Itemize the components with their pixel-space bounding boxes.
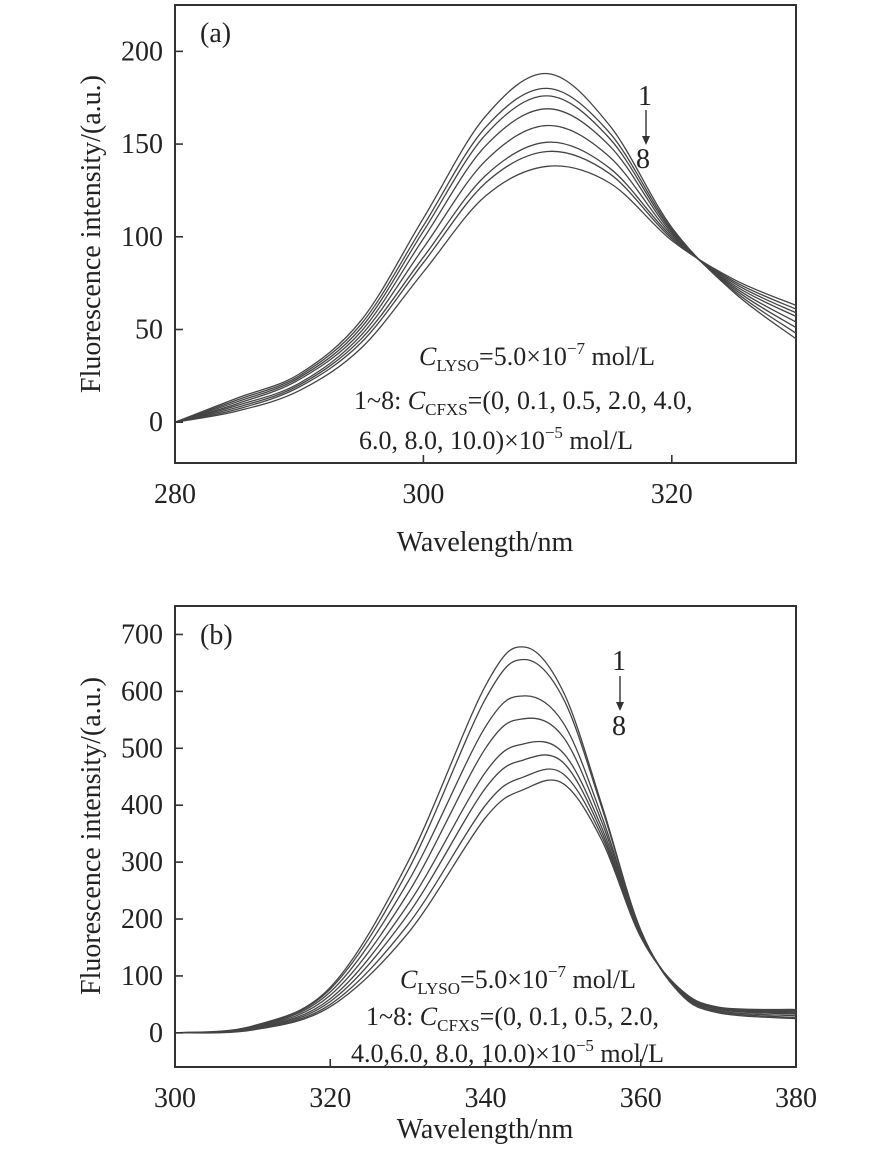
y-tick-label: 100 (121, 222, 163, 253)
curve-a-7 (174, 150, 797, 423)
x-axis-label-a: Wavelength/nm (397, 527, 574, 558)
annotation-line2-a: 1~8: CCFXS=(0, 0.1, 0.5, 2.0, 4.0, (354, 386, 693, 419)
curve-a-4 (174, 108, 797, 423)
y-tick-label: 700 (121, 619, 163, 650)
x-tick-label: 380 (775, 1083, 817, 1114)
y-ticks-b: 0 100 200 300 400 500 600 700 (121, 619, 183, 1049)
x-tick-label: 300 (154, 1083, 196, 1114)
y-tick-label: 600 (121, 676, 163, 707)
x-tick-label: 320 (309, 1083, 351, 1114)
y-tick-label: 150 (121, 129, 163, 160)
y-tick-label: 400 (121, 790, 163, 821)
x-ticks-a: 280 300 320 (154, 455, 693, 510)
x-tick-label: 320 (651, 479, 693, 510)
x-axis-label-b: Wavelength/nm (397, 1114, 574, 1145)
curve-a-8 (174, 165, 797, 423)
x-tick-label: 360 (620, 1083, 662, 1114)
curves-b (174, 646, 797, 1034)
y-tick-label: 0 (149, 407, 163, 438)
y-tick-label: 50 (135, 314, 163, 345)
curve-a-2 (174, 87, 797, 423)
curves-a (174, 72, 797, 423)
series-order-arrowhead-a (642, 136, 650, 145)
x-tick-label: 300 (402, 479, 444, 510)
series-label-bottom-a: 8 (636, 144, 650, 175)
panel-label-a: (a) (200, 18, 231, 49)
x-tick-label: 340 (465, 1083, 507, 1114)
y-axis-label-b: Fluorescence intensity/(a.u.) (76, 677, 107, 995)
curve-b-1 (174, 646, 797, 1034)
plot-frame-b (174, 605, 797, 1068)
series-label-top-a: 1 (638, 81, 652, 112)
annotation-line3-a: 6.0, 8.0, 10.0)×10−5 mol/L (359, 423, 633, 455)
curve-a-5 (174, 124, 797, 423)
annotation-line1-a: CLYSO=5.0×10−7 mol/L (419, 339, 655, 375)
x-tick-label: 280 (154, 479, 196, 510)
annotation-line1-b: CLYSO=5.0×10−7 mol/L (400, 962, 636, 998)
series-order-arrowhead-b (616, 702, 624, 711)
annotation-line2-b: 1~8: CCFXS=(0, 0.1, 0.5, 2.0, (366, 1002, 659, 1035)
curve-a-3 (174, 95, 797, 423)
y-tick-label: 200 (121, 904, 163, 935)
y-tick-label: 0 (149, 1018, 163, 1049)
y-ticks-a: 0 50 100 150 200 (121, 36, 183, 438)
curve-a-1 (174, 72, 797, 423)
annotation-line3-b: 4.0,6.0, 8.0, 10.0)×10−5 mol/L (351, 1036, 664, 1068)
y-tick-label: 500 (121, 733, 163, 764)
y-tick-label: 100 (121, 961, 163, 992)
series-label-bottom-b: 8 (612, 711, 626, 742)
x-ticks-b: 300 320 340 360 380 (154, 1059, 817, 1114)
plot-frame-a (174, 4, 797, 464)
series-label-top-b: 1 (612, 646, 626, 677)
y-tick-label: 200 (121, 36, 163, 67)
y-axis-label-a: Fluorescence intensity/(a.u.) (76, 75, 107, 393)
curve-a-6 (174, 141, 797, 423)
curve-b-8 (174, 779, 797, 1034)
chart-panel-a: 280 300 320 0 50 100 150 200 (a) 1 8 CLYSO=5.0… (76, 4, 797, 558)
y-tick-label: 300 (121, 847, 163, 878)
chart-panel-b: 300 320 340 360 380 0 100 200 300 400 500 600 700 (… (76, 605, 817, 1145)
panel-label-b: (b) (200, 620, 233, 651)
